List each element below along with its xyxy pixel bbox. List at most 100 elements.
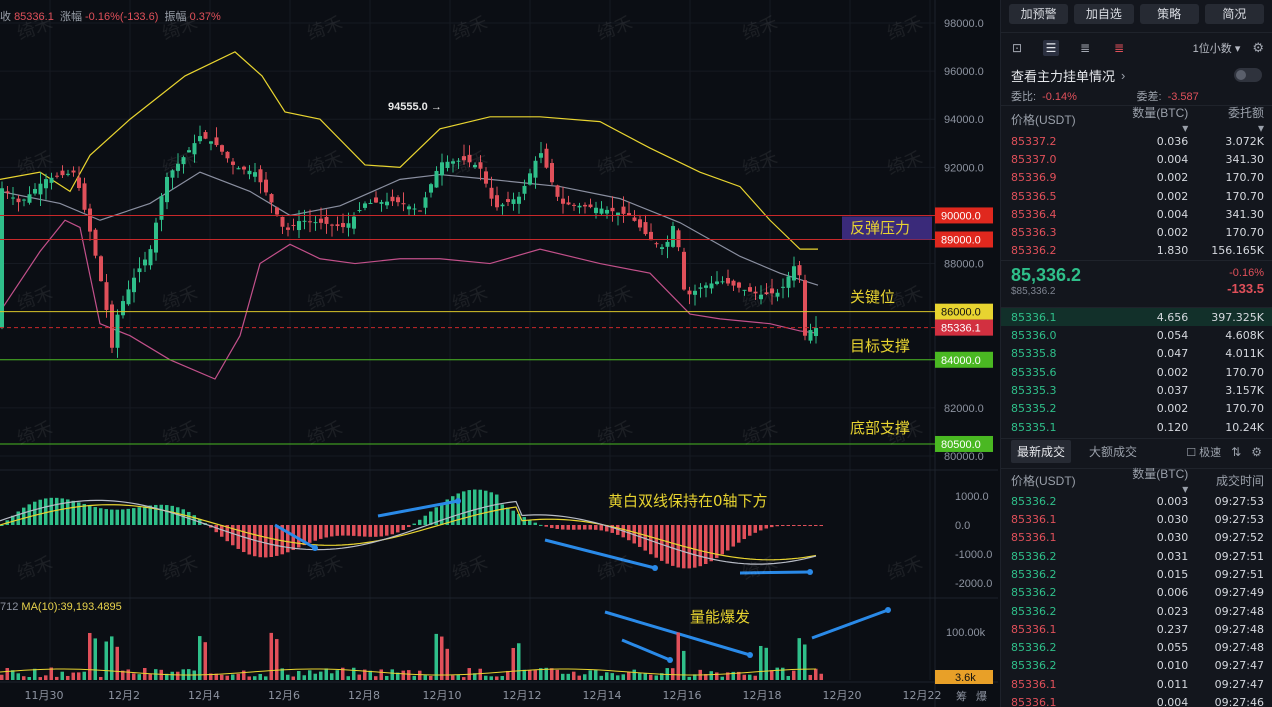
- candle-body: [511, 199, 516, 204]
- arrow-head: [455, 498, 461, 504]
- ask-row[interactable]: 85336.9 0.002 170.70: [1001, 169, 1272, 187]
- macd-histogram-bar: [462, 491, 466, 525]
- trade-row[interactable]: 85336.2 0.055 09:27:48: [1001, 639, 1272, 657]
- ask-row[interactable]: 85336.5 0.002 170.70: [1001, 187, 1272, 205]
- volume-bar: [605, 672, 609, 680]
- candle-body: [198, 136, 202, 142]
- trade-row-q: 0.015: [1156, 567, 1189, 581]
- ob-amount-header[interactable]: 委托额 ▾: [1188, 104, 1264, 135]
- volume-bar: [269, 632, 273, 680]
- volume-ma-line: [0, 668, 817, 676]
- orderbook-header: 价格(USDT) 数量(BTC) ▾ 委托额 ▾: [1001, 104, 1272, 135]
- macd-histogram-bar: [330, 525, 334, 537]
- macd-histogram-bar: [759, 525, 763, 531]
- macd-histogram-bar: [797, 525, 801, 526]
- trade-row[interactable]: 85336.2 0.031 09:27:51: [1001, 547, 1272, 565]
- macd-histogram-bar: [302, 525, 306, 546]
- overview-button[interactable]: 简况: [1204, 4, 1264, 24]
- trade-row[interactable]: 85336.1 0.030 09:27:52: [1001, 529, 1272, 547]
- ask-row-p: 85336.5: [1011, 189, 1057, 203]
- ask-row[interactable]: 85337.0 0.004 341.30: [1001, 150, 1272, 168]
- bids-only-icon[interactable]: ≣: [1079, 40, 1091, 55]
- candle-body: [764, 292, 769, 295]
- trade-row[interactable]: 85336.2 0.010 09:27:47: [1001, 657, 1272, 675]
- bid-row[interactable]: 85336.0 0.054 4.608K: [1001, 326, 1272, 344]
- ask-row[interactable]: 85337.2 0.036 3.072K: [1001, 132, 1272, 150]
- asks-only-icon[interactable]: ≣: [1113, 40, 1125, 55]
- volume-bar: [572, 671, 576, 680]
- both-sides-icon[interactable]: ⊡: [1011, 40, 1023, 55]
- macd-histogram-bar: [269, 525, 273, 557]
- watermark: 绮禾: [595, 283, 636, 315]
- candle-body: [38, 183, 43, 195]
- gear-icon[interactable]: ⚙: [1252, 39, 1264, 55]
- candle-body: [660, 247, 664, 250]
- macd-histogram-bar: [500, 504, 504, 525]
- macd-histogram-bar: [676, 525, 680, 568]
- volume-bar: [764, 647, 768, 680]
- bid-row[interactable]: 85335.6 0.002 170.70: [1001, 363, 1272, 381]
- volume-bar: [264, 676, 268, 680]
- bid-row-q: 0.002: [1156, 365, 1189, 379]
- trade-row[interactable]: 85336.1 0.237 09:27:48: [1001, 620, 1272, 638]
- add-alert-button[interactable]: 加预警: [1009, 4, 1069, 24]
- chart-area[interactable]: 94555.0 → 反弹压力 关键位 目标支撑 底部支撑 黄白双线保持在0轴下方 量能爆发 9…: [0, 0, 998, 707]
- bid-row[interactable]: 85335.1 0.120 10.24K: [1001, 418, 1272, 436]
- candle-body: [599, 208, 604, 214]
- volume-bar: [71, 672, 75, 680]
- date-axis-label: 12月14: [583, 689, 622, 702]
- trade-row[interactable]: 85336.2 0.023 09:27:48: [1001, 602, 1272, 620]
- ob-qty-header[interactable]: 数量(BTC) ▾: [1129, 104, 1188, 135]
- tr-qty-header-label: 数量(BTC): [1132, 467, 1189, 482]
- candle-body: [264, 179, 268, 193]
- macd-histogram-bar: [561, 525, 565, 530]
- bid-row[interactable]: 85335.2 0.002 170.70: [1001, 400, 1272, 418]
- ask-row-p: 85337.2: [1011, 134, 1057, 148]
- candle-body: [209, 141, 213, 144]
- date-axis-label: 12月2: [108, 689, 140, 702]
- volume-bar: [484, 675, 488, 680]
- filter-icon[interactable]: ⇅: [1231, 444, 1242, 459]
- ask-row[interactable]: 85336.3 0.002 170.70: [1001, 223, 1272, 241]
- fast-checkbox[interactable]: ☐ 极速: [1186, 446, 1222, 459]
- watermark: 绮禾: [450, 418, 491, 450]
- ask-row[interactable]: 85336.4 0.004 341.30: [1001, 205, 1272, 223]
- trade-row[interactable]: 85336.2 0.015 09:27:51: [1001, 565, 1272, 583]
- mid-price-block: 85,336.2 $85,336.2 -0.16% -133.5: [1001, 260, 1272, 309]
- candle-body: [335, 224, 340, 227]
- settings-icon[interactable]: ⚙: [1251, 444, 1262, 459]
- ob-amount-header-label: 委托额: [1227, 105, 1264, 120]
- volume-bar: [522, 669, 526, 680]
- mid-change-pct: -0.16%: [1229, 267, 1264, 280]
- trade-row[interactable]: 85336.2 0.006 09:27:49: [1001, 584, 1272, 602]
- add-watchlist-button[interactable]: 加自选: [1074, 4, 1134, 24]
- macd-histogram-bar: [319, 525, 323, 539]
- trade-row[interactable]: 85336.1 0.004 09:27:46: [1001, 693, 1272, 707]
- candle-body: [775, 292, 780, 297]
- macd-histogram-bar: [781, 525, 785, 526]
- macd-histogram-bar: [511, 510, 515, 525]
- split-view-icon[interactable]: ☰: [1043, 39, 1059, 56]
- precision-select[interactable]: 1位小数 ▾: [1192, 42, 1241, 55]
- bid-row[interactable]: 85336.1 4.656 397.325K: [1001, 308, 1272, 327]
- trade-row[interactable]: 85336.1 0.030 09:27:53: [1001, 510, 1272, 528]
- ask-row[interactable]: 85336.2 1.830 156.165K: [1001, 242, 1272, 260]
- trade-row[interactable]: 85336.1 0.011 09:27:47: [1001, 675, 1272, 693]
- resistance-highlight: [842, 216, 932, 240]
- volume-bar: [165, 673, 169, 680]
- tab-large-trades[interactable]: 大额成交: [1089, 445, 1138, 460]
- mainforce-row[interactable]: 查看主力挂单情况 ›: [1001, 62, 1272, 88]
- bid-row[interactable]: 85335.8 0.047 4.011K: [1001, 345, 1272, 363]
- trade-row[interactable]: 85336.2 0.003 09:27:53: [1001, 492, 1272, 510]
- macd-histogram-bar: [159, 504, 163, 525]
- tr-qty-header[interactable]: 数量(BTC) ▾: [1132, 467, 1189, 497]
- volume-bar: [770, 670, 774, 680]
- ask-row-p: 85336.4: [1011, 207, 1057, 221]
- strategy-button[interactable]: 策略: [1139, 4, 1199, 24]
- volume-bar: [649, 674, 653, 680]
- bid-row[interactable]: 85335.3 0.037 3.157K: [1001, 381, 1272, 399]
- tab-latest-trades[interactable]: 最新成交: [1011, 440, 1072, 464]
- mainforce-toggle[interactable]: [1234, 68, 1262, 82]
- candle-body: [176, 163, 180, 171]
